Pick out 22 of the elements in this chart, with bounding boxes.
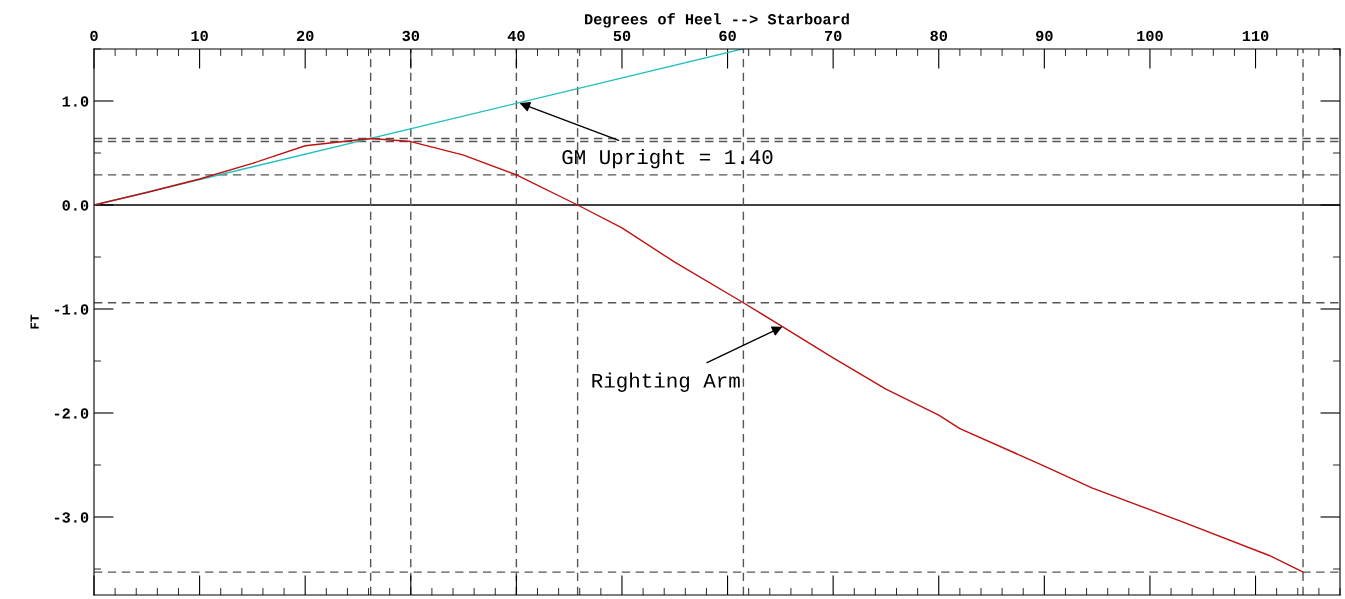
x-tick-label: 100 [1137, 30, 1163, 42]
x-tick-label: 50 [613, 30, 631, 42]
x-tick-label: 70 [824, 30, 842, 42]
x-tick-label: 40 [507, 30, 525, 42]
y-tick-label: -2.0 [54, 408, 89, 419]
x-tick-label: 20 [296, 30, 314, 42]
line-series [94, 137, 1304, 573]
x-tick-label: 10 [191, 30, 208, 42]
y-tick-label: -1.0 [54, 304, 89, 315]
y-tick-label: 1.0 [62, 96, 89, 107]
x-axis-title: Degrees of Heel --> Starboard [585, 13, 849, 28]
x-tick-label: 30 [402, 30, 420, 42]
x-tick-label: 90 [1036, 30, 1053, 42]
x-tick-label: 80 [930, 30, 948, 42]
x-tick-label: 0 [90, 30, 98, 42]
annotation: GM Upright = 1.40 [562, 148, 773, 169]
y-tick-label: -3.0 [54, 512, 89, 523]
y-tick-label: 0.0 [62, 200, 89, 211]
annotation: Righting Arm [592, 372, 740, 392]
y-axis-title: FT [30, 314, 39, 329]
x-tick-label: 60 [719, 30, 736, 42]
x-tick-label: 110 [1242, 30, 1269, 42]
